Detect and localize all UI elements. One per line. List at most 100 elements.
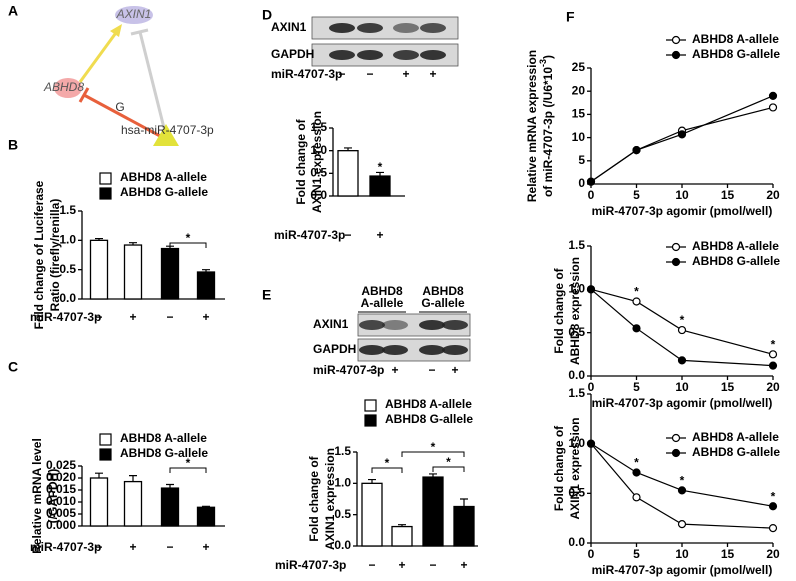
- group-label: A-allele: [361, 296, 404, 310]
- y-tick-label: 15: [572, 107, 586, 121]
- panel-letter: B: [8, 137, 18, 153]
- y-tick-label: 1.0: [568, 436, 585, 450]
- point: [586, 285, 596, 294]
- blot-row-label: GAPDH: [271, 47, 314, 61]
- y-tick-label: 0.000: [46, 518, 76, 532]
- y-tick-label: 1.0: [334, 476, 351, 490]
- sig-mark: *: [186, 456, 191, 470]
- x-tick-label: 10: [675, 547, 689, 561]
- node: [54, 78, 82, 98]
- y-axis-label-end: ): [541, 55, 555, 59]
- y-axis-label: Relative mRNA expression: [525, 50, 539, 202]
- group-label: ABHD8: [361, 284, 403, 298]
- legend-label: ABHD8 G-allele: [692, 254, 780, 268]
- y-axis-label: (/GAPDH): [46, 469, 60, 524]
- sig-mark: *: [634, 285, 639, 299]
- x-tick-label: 5: [633, 547, 640, 561]
- y-tick-label: 5: [578, 153, 585, 167]
- error-bar: [129, 242, 137, 246]
- point: [632, 146, 641, 155]
- legend-label: ABHD8 G-allele: [692, 47, 780, 61]
- y-tick-label: 0.0: [334, 538, 351, 552]
- blot-band: [357, 50, 383, 60]
- error-bar: [460, 498, 468, 507]
- treatment-sign: +: [402, 67, 409, 81]
- blot-row-label: GAPDH: [313, 342, 356, 356]
- node: [115, 6, 153, 24]
- x-tick-label: 0: [588, 380, 595, 394]
- group-label: ABHD8: [422, 284, 464, 298]
- y-tick-label: 0.020: [46, 470, 76, 484]
- panel-letter: C: [8, 359, 18, 375]
- x-tick-label: +: [202, 310, 209, 324]
- y-axis-label: AXIN1 expression: [323, 448, 337, 550]
- bar: [422, 476, 444, 547]
- node-label: AXIN1: [116, 7, 152, 21]
- x-tick-label: −: [429, 558, 436, 572]
- legend-label: ABHD8 A-allele: [120, 170, 207, 184]
- y-tick-label: 0.025: [46, 458, 76, 472]
- y-axis-label-sup: -3: [538, 59, 548, 67]
- network: AXIN1 ABHD8 hsa-miR-4707-3p G: [43, 6, 214, 146]
- point: [768, 91, 778, 100]
- blot-band: [359, 345, 385, 355]
- y-axis-label: Fold change of: [552, 267, 566, 353]
- error-bar: [129, 475, 137, 482]
- bar: [89, 477, 109, 527]
- y-axis-label: Ratio (firefly/renilla): [48, 199, 62, 312]
- y-tick-label: 0.5: [310, 166, 327, 180]
- bar: [160, 487, 180, 527]
- y-axis-label: Relative mRNA level: [30, 438, 44, 554]
- blot-band: [382, 320, 408, 330]
- x-tick-label: 0: [588, 188, 595, 202]
- group-label: G-allele: [421, 296, 465, 310]
- sig-bracket: [432, 466, 465, 472]
- point: [768, 103, 778, 112]
- blot-band: [393, 50, 419, 60]
- node: [153, 124, 179, 146]
- treatment-sign: −: [368, 363, 375, 377]
- legend-marker: [671, 242, 681, 252]
- x-tick-label: 20: [766, 188, 780, 202]
- sig-mark: *: [446, 455, 451, 469]
- x-axis-label: miR-4707-3p: [30, 540, 101, 554]
- legend-label: ABHD8 G-allele: [385, 412, 473, 426]
- x-tick-label: −: [95, 310, 102, 324]
- y-tick-label: 0.010: [46, 494, 76, 508]
- panel-letter: D: [262, 7, 272, 23]
- error-bar: [95, 472, 103, 478]
- sig-bracket: [401, 451, 465, 457]
- error-bar: [429, 473, 437, 478]
- treatment-sign: +: [451, 363, 458, 377]
- error-bar: [376, 171, 384, 177]
- y-tick-label: 0.0: [568, 535, 585, 549]
- series-line: [590, 95, 774, 183]
- point: [677, 520, 687, 529]
- point: [632, 324, 641, 333]
- y-axis-label: Fold change of: [552, 425, 566, 511]
- y-tick-label: 0.5: [334, 507, 351, 521]
- y-tick-label: 0.005: [46, 506, 76, 520]
- sig-mark: *: [378, 160, 383, 174]
- series-line: [590, 443, 774, 507]
- node-label: hsa-miR-4707-3p: [121, 123, 214, 137]
- series-line: [590, 106, 774, 183]
- bar: [369, 175, 391, 197]
- x-tick-label: −: [166, 310, 173, 324]
- x-axis-label: miR-4707-3p: [274, 228, 345, 242]
- point: [768, 361, 778, 370]
- sig-mark: *: [385, 456, 390, 470]
- y-tick-label: 1.0: [59, 233, 76, 247]
- x-tick-label: −: [344, 228, 351, 242]
- treatment-label: miR-4707-3p: [313, 363, 384, 377]
- sig-mark: *: [771, 489, 776, 503]
- y-tick-label: 1.5: [568, 238, 585, 252]
- blot-strip: [311, 43, 459, 67]
- x-tick-label: 10: [675, 188, 689, 202]
- y-axis-label: AXIN1 expression: [568, 417, 582, 519]
- y-tick-label: 1.0: [568, 282, 585, 296]
- x-tick-label: +: [129, 540, 136, 554]
- point: [632, 297, 641, 306]
- blot-band: [442, 345, 468, 355]
- x-tick-label: −: [368, 558, 375, 572]
